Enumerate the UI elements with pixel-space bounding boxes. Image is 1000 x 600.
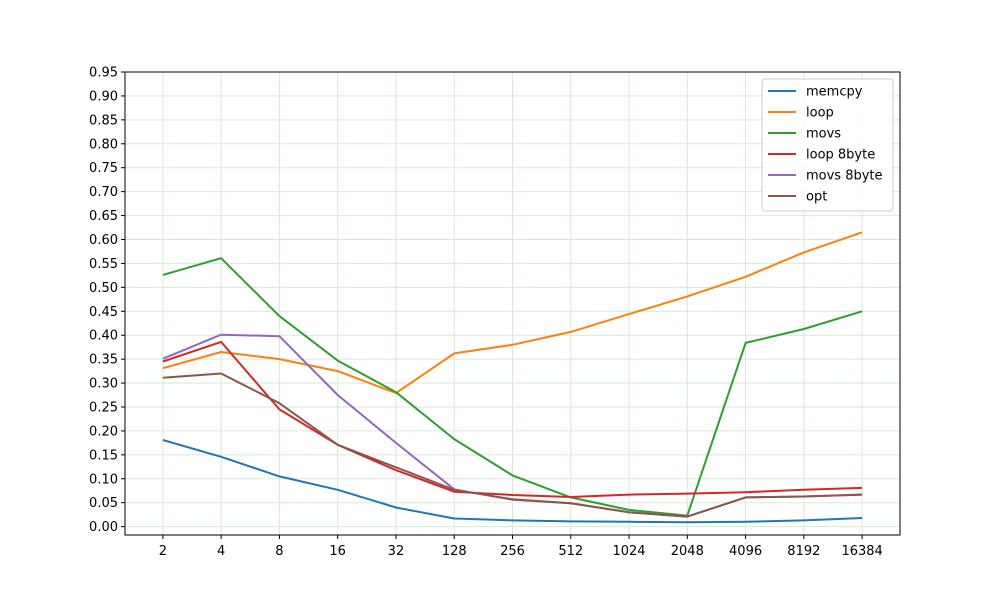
y-tick-label: 0.65 [89,209,118,224]
y-tick-label: 0.20 [89,424,118,439]
x-tick-label: 8192 [787,544,820,559]
y-tick-label: 0.30 [89,377,118,392]
y-tick-label: 0.45 [89,305,118,320]
series-line-memcpy [162,439,863,524]
x-tick-label: 2 [159,544,167,559]
y-tick-label: 0.25 [89,400,118,415]
x-tick-label: 4096 [729,544,762,559]
series-line-loop [162,231,863,395]
x-tick-label: 8 [275,544,283,559]
legend-label: movs [806,127,841,142]
y-tick-label: 0.00 [89,520,118,535]
series-line-loop-8byte [162,340,863,498]
y-tick-label: 0.40 [89,329,118,344]
x-tick-label: 16384 [841,544,882,559]
legend-label: loop 8byte [806,148,875,163]
x-tick-label: 4 [217,544,225,559]
y-tick-label: 0.55 [89,257,118,272]
x-tick-label: 16 [329,544,346,559]
y-tick-label: 0.10 [89,472,118,487]
legend-label: memcpy [806,85,863,100]
y-tick-label: 0.05 [89,496,118,511]
y-tick-label: 0.95 [89,66,118,81]
axes: 0.00 0.05 0.10 0.15 0.20 0.25 0.30 0.35 0.40 0.45… [89,66,883,560]
y-tick-label: 0.50 [89,281,118,296]
series-lines [162,231,863,524]
series-line-movs [162,257,863,517]
x-tick-label: 128 [442,544,467,559]
legend-label: opt [806,190,827,205]
y-tick-label: 0.15 [89,448,118,463]
series-line-opt [162,372,863,518]
x-tick-label: 512 [558,544,583,559]
x-tick-label: 256 [500,544,525,559]
y-tick-label: 0.85 [89,113,118,128]
y-tick-label: 0.70 [89,185,118,200]
y-tick-label: 0.35 [89,353,118,368]
x-tick-label: 32 [388,544,405,559]
y-tick-label: 0.60 [89,233,118,248]
legend-label: loop [806,106,834,121]
y-tick-label: 0.80 [89,137,118,152]
legend-label: movs 8byte [806,169,883,184]
x-tick-label: 2048 [671,544,704,559]
y-tick-label: 0.75 [89,161,118,176]
legend: memcpy loop movs loop 8byte movs 8byte opt [761,78,894,212]
y-tick-label: 0.90 [89,89,118,104]
x-tick-label: 1024 [612,544,645,559]
